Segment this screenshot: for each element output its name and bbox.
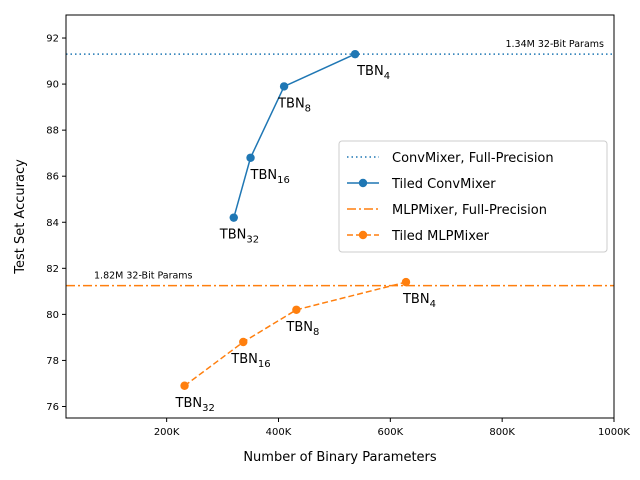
legend-item: Tiled MLPMixer <box>347 229 490 244</box>
data-point-label: TBN32 <box>219 228 259 246</box>
y-tick-label: 88 <box>46 126 59 137</box>
x-tick-label: 200K <box>154 427 180 438</box>
x-tick-label: 1000K <box>598 427 630 438</box>
data-point <box>246 153 255 162</box>
reference-annotation: 1.82M 32-Bit Params <box>94 271 193 282</box>
x-tick-label: 600K <box>377 427 403 438</box>
y-tick-label: 84 <box>46 218 59 229</box>
reference-lines: 1.34M 32-Bit Params 1.82M 32-Bit Params <box>66 39 614 287</box>
legend-marker <box>358 178 368 188</box>
data-point <box>350 49 360 59</box>
plot-frame <box>65 14 615 419</box>
legend-marker <box>358 230 368 240</box>
legend-label: ConvMixer, Full-Precision <box>392 151 554 166</box>
point-labels: TBN32 TBN16 TBN8 TBN4 TBN32 TBN16 TBN8 TBN4 <box>175 64 436 414</box>
legend-item: Tiled ConvMixer <box>347 177 496 192</box>
data-point-label: TBN4 <box>402 292 436 310</box>
data-point <box>401 277 411 287</box>
y-tick-label: 80 <box>46 310 59 321</box>
x-axis-ticks: 200K 400K 600K 800K 1000K <box>154 418 630 438</box>
data-point <box>239 337 248 347</box>
data-point <box>292 305 301 314</box>
y-tick-label: 86 <box>46 172 59 183</box>
series-points <box>180 49 411 390</box>
legend-item: MLPMixer, Full-Precision <box>347 203 547 218</box>
data-point-label: TBN16 <box>250 168 290 186</box>
data-point-label: TBN32 <box>175 396 215 414</box>
y-tick-label: 90 <box>46 80 59 91</box>
series-line <box>184 281 407 387</box>
data-point-label: TBN8 <box>277 96 311 114</box>
reference-annotation: 1.34M 32-Bit Params <box>505 39 604 50</box>
y-tick-label: 82 <box>46 264 59 275</box>
legend-label: MLPMixer, Full-Precision <box>392 203 547 218</box>
y-axis-ticks: 76 78 80 82 84 86 88 90 92 <box>46 34 66 413</box>
x-tick-label: 400K <box>266 427 292 438</box>
x-axis-label: Number of Binary Parameters <box>243 450 437 465</box>
y-tick-label: 78 <box>46 356 59 367</box>
data-point-label: TBN4 <box>356 64 390 82</box>
y-axis-label: Test Set Accuracy <box>13 159 28 275</box>
y-tick-label: 76 <box>46 402 59 413</box>
legend-label: Tiled MLPMixer <box>391 229 490 244</box>
data-point <box>229 213 238 222</box>
series-lines <box>184 53 407 387</box>
legend-item: ConvMixer, Full-Precision <box>347 151 554 166</box>
x-tick-label: 800K <box>489 427 515 438</box>
legend-box <box>338 140 608 253</box>
legend-label: Tiled ConvMixer <box>391 177 496 192</box>
legend: ConvMixer, Full-Precision Tiled ConvMixer… <box>338 140 608 253</box>
series-line <box>233 53 356 218</box>
data-point-label: TBN16 <box>230 352 270 370</box>
data-point <box>279 82 289 91</box>
data-point <box>180 381 189 390</box>
data-point-label: TBN8 <box>285 320 319 338</box>
y-tick-label: 92 <box>46 34 59 45</box>
